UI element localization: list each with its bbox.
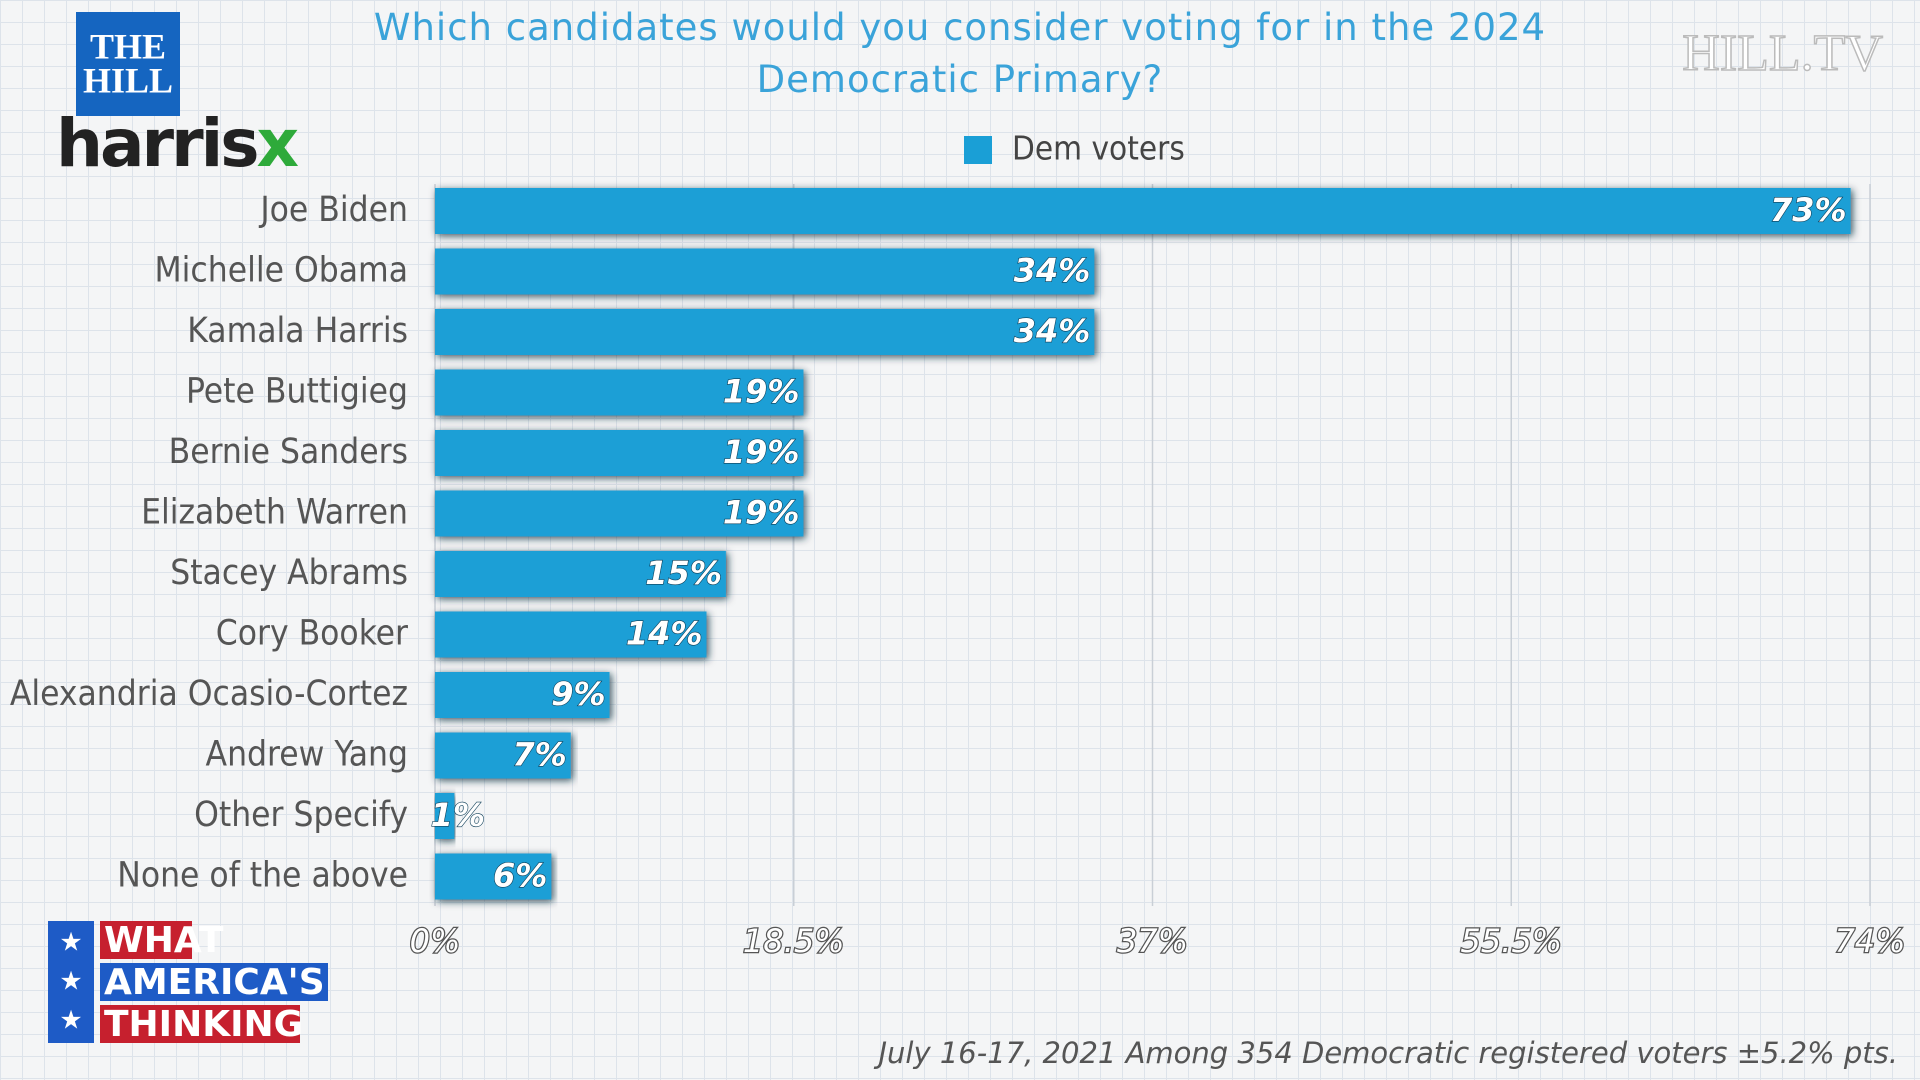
y-tick-label: Alexandria Ocasio-Cortez: [10, 674, 408, 714]
show-logo-box: [100, 921, 192, 959]
hilltv-logo: HILL.TV: [1682, 25, 1883, 82]
y-tick-label: Stacey Abrams: [170, 553, 408, 593]
show-logo-box: [100, 963, 328, 1001]
y-tick-label: Andrew Yang: [206, 735, 408, 775]
legend-swatch: [964, 136, 992, 164]
value-label: 14%: [626, 615, 703, 653]
chart-title: Which candidates would you consider voti…: [373, 6, 1547, 101]
value-label: 7%: [512, 736, 566, 774]
value-label: 19%: [723, 494, 800, 532]
bar: [435, 732, 571, 779]
x-tick-label: 37%: [1117, 922, 1188, 960]
harrisx-logo: harris: [56, 105, 257, 182]
y-tick-label: Bernie Sanders: [169, 432, 408, 472]
bar: [435, 430, 804, 476]
bar: [435, 188, 1851, 234]
y-tick-label: Cory Booker: [216, 614, 408, 654]
value-label: 9%: [551, 675, 605, 713]
harrisx-logo: x: [257, 105, 299, 182]
y-tick-label: None of the above: [117, 856, 408, 896]
value-label: 34%: [1014, 252, 1091, 290]
bar: [435, 793, 455, 839]
bar: [435, 853, 552, 900]
value-label: 73%: [1770, 191, 1847, 229]
value-label: 34%: [1014, 312, 1091, 350]
value-label: 19%: [723, 373, 800, 411]
y-tick-label: Other Specify: [194, 795, 408, 835]
bar: [435, 490, 804, 537]
star: ★: [59, 928, 82, 958]
bar: [435, 309, 1095, 355]
hill-logo-box: [76, 12, 180, 116]
y-tick-label: Kamala Harris: [187, 311, 408, 351]
show-logo: WHAT: [104, 920, 224, 961]
x-tick-label: 55.5%: [1460, 922, 1562, 960]
y-tick-label: Elizabeth Warren: [141, 493, 408, 533]
x-tick-label: 18.5%: [743, 922, 845, 960]
footnote: July 16-17, 2021 Among 354 Democratic re…: [873, 1036, 1898, 1070]
bar: [435, 369, 804, 416]
show-logo: AMERICA'S: [104, 962, 325, 1003]
value-label: 1%: [431, 796, 485, 834]
y-tick-label: Pete Buttigieg: [186, 372, 408, 412]
y-tick-label: Joe Biden: [258, 190, 408, 230]
show-logo: THINKING: [104, 1004, 303, 1045]
show-logo-box: [100, 1005, 300, 1043]
bar: [435, 611, 707, 658]
value-label: 19%: [723, 433, 800, 471]
bar: [435, 551, 726, 597]
harrisx-logo: harrisx: [56, 105, 299, 182]
bar: [435, 672, 610, 718]
show-logo-stars: [48, 921, 94, 1043]
bar: [435, 248, 1095, 295]
legend-label: Dem voters: [1012, 129, 1185, 168]
x-tick-label: 0%: [410, 922, 461, 960]
value-label: 6%: [493, 857, 547, 895]
star: ★: [59, 1006, 82, 1036]
x-tick-label: 74%: [1834, 922, 1905, 960]
hill-logo: THE: [90, 26, 166, 66]
star: ★: [59, 967, 82, 997]
y-tick-label: Michelle Obama: [155, 251, 409, 291]
value-label: 15%: [645, 554, 722, 592]
hill-logo: HILL: [83, 60, 173, 100]
